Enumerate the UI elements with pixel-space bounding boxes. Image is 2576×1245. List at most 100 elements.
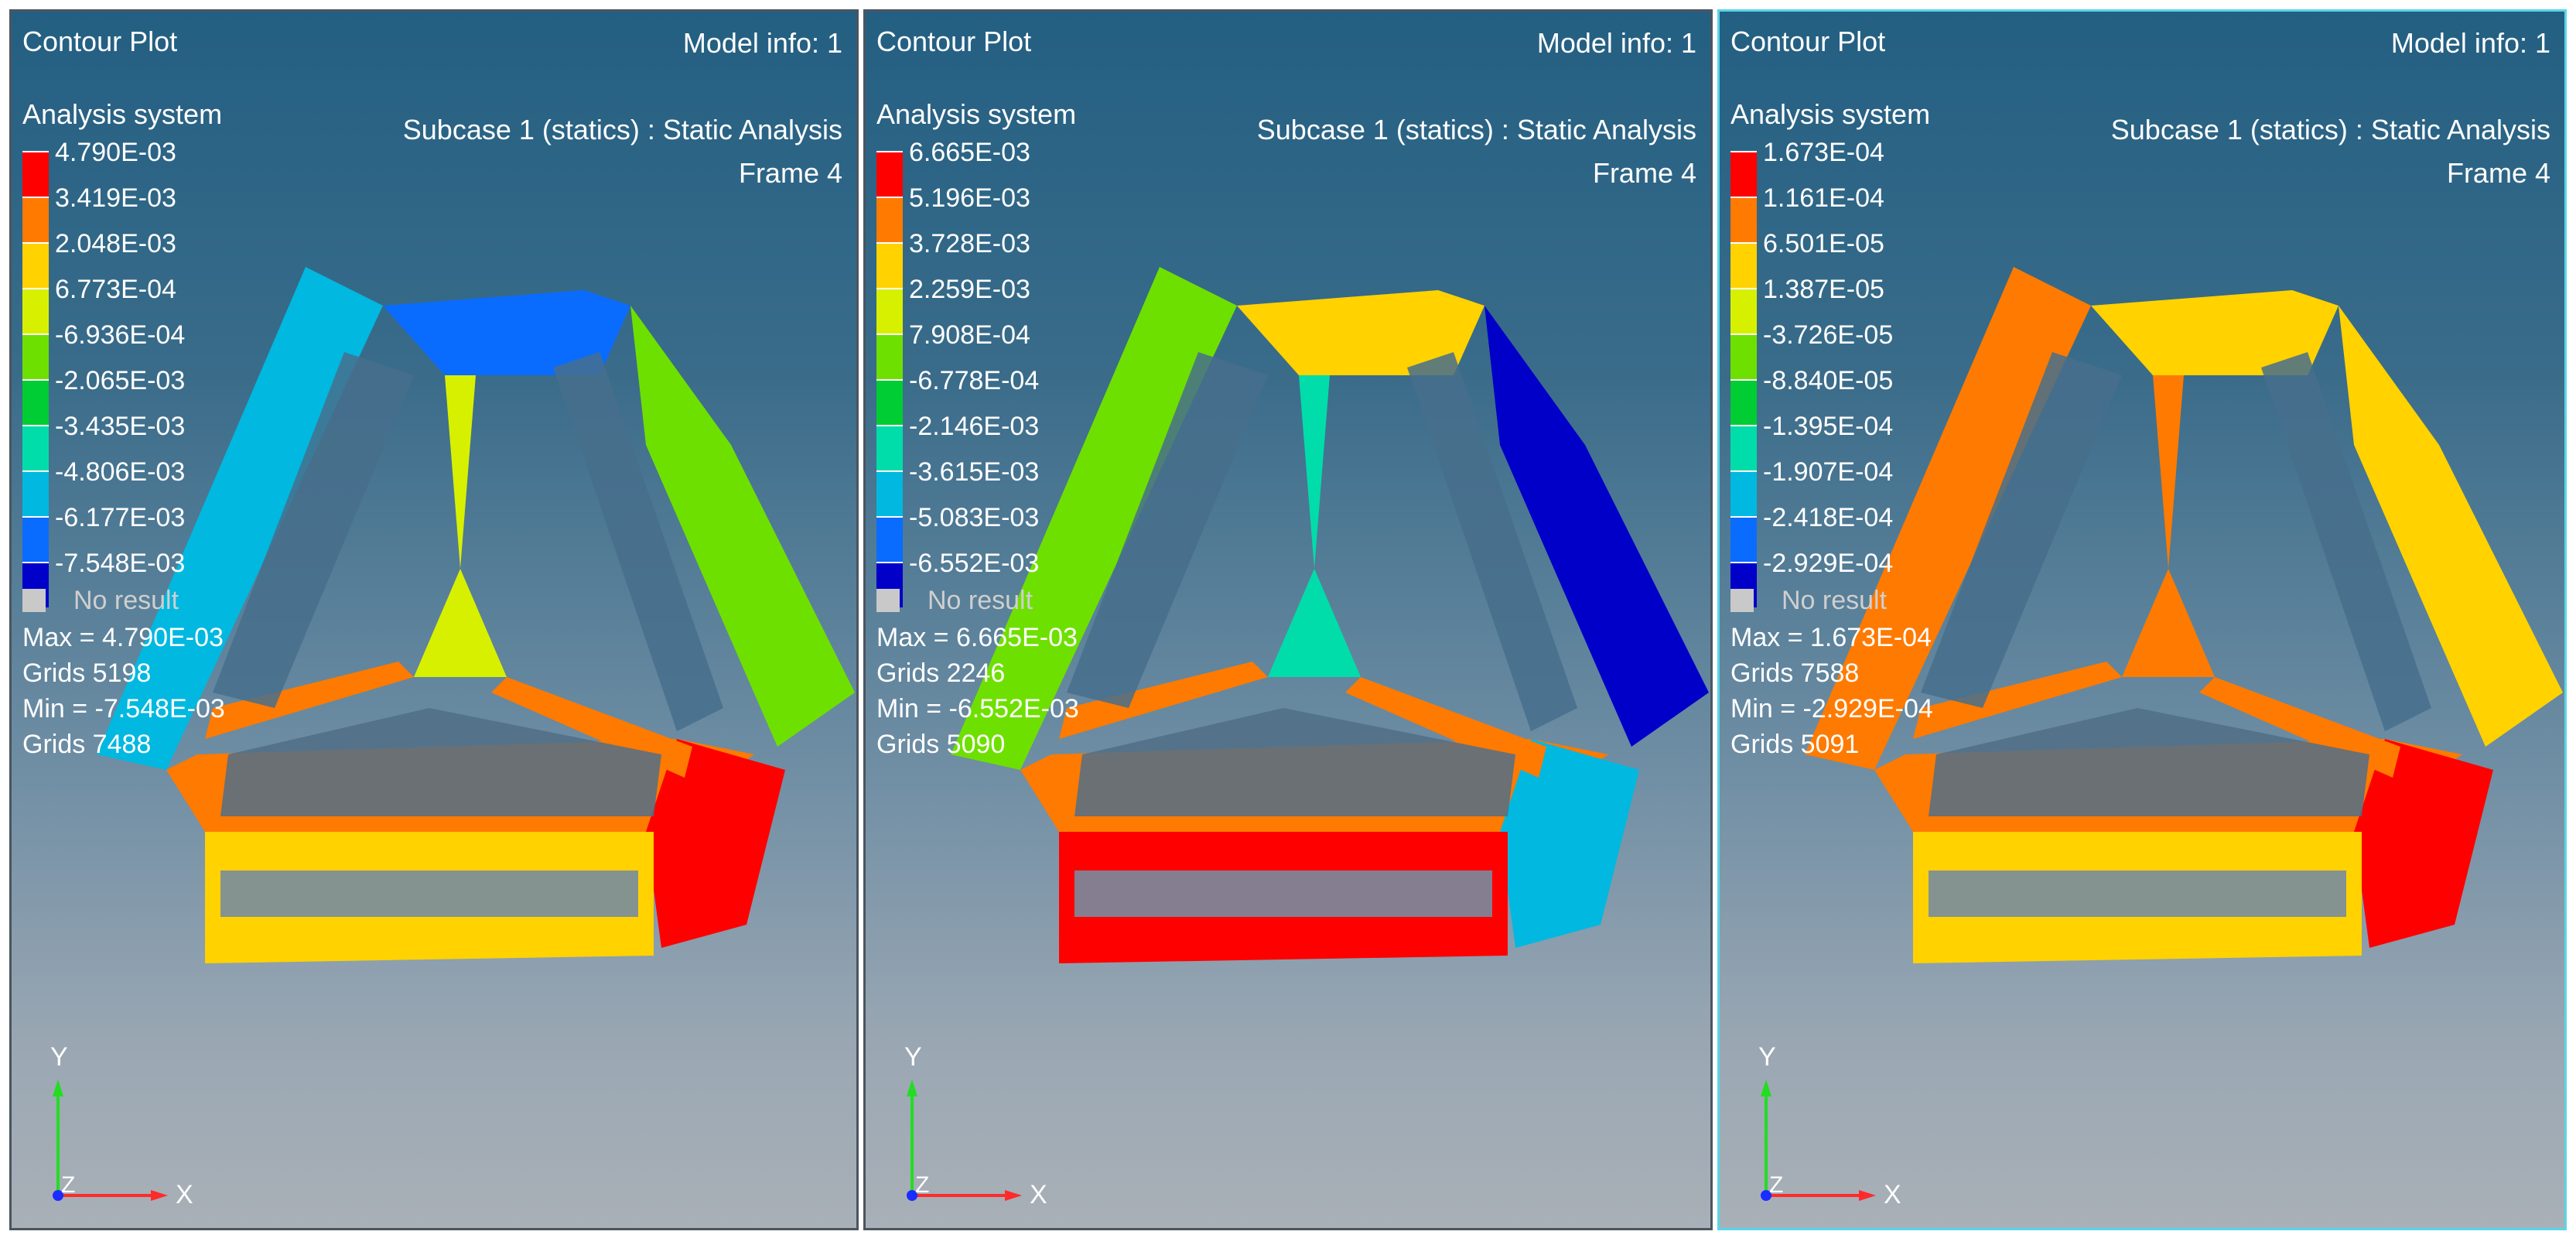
legend-swatch <box>1730 242 1757 288</box>
model-cutout-left <box>1067 352 1268 708</box>
legend-value: -6.552E-03 <box>909 549 1040 578</box>
coordinate-triad: Z Y X <box>881 1041 1051 1219</box>
model-region-4 <box>646 739 785 948</box>
no-result-label: No result <box>1782 586 1888 615</box>
contour-viewport-2[interactable]: Contour Plot Model info: 1 Subcase 1 (st… <box>863 9 1713 1230</box>
model-hub <box>1268 569 1361 677</box>
model-info: Model info: 1 <box>1536 27 1696 59</box>
y-axis-arrowhead <box>907 1079 917 1096</box>
x-axis-arrowhead <box>1005 1190 1022 1201</box>
subcase-label: Subcase 1 (statics) : Static Analysis <box>2110 114 2550 145</box>
model-region-0 <box>1805 267 2091 770</box>
triad-graphic: Z <box>907 1079 1022 1201</box>
legend-swatch <box>876 333 903 379</box>
legend-labels: 1.673E-04 1.161E-04 6.501E-05 1.387E-05 -3.7… <box>1763 139 1894 598</box>
contour-model-render[interactable] <box>1720 12 2567 1230</box>
legend-labels: 4.790E-03 3.419E-03 2.048E-03 6.773E-04 -6.9… <box>55 138 186 598</box>
legend-value: 7.908E-04 <box>909 320 1030 350</box>
model-cutout-right <box>2261 352 2431 731</box>
model-cutout-bottom <box>1929 708 2369 816</box>
model-region-2 <box>630 306 855 747</box>
legend-swatch <box>876 425 903 470</box>
legend-swatch <box>22 242 49 288</box>
model-region-6 <box>1074 870 1492 917</box>
model-spoke-left <box>205 662 414 739</box>
y-axis-label: Y <box>1758 1042 1776 1072</box>
legend-value: 6.665E-03 <box>909 138 1030 167</box>
legend-swatch <box>22 197 49 242</box>
x-axis-arrowhead <box>151 1190 168 1201</box>
model-hub <box>414 569 507 677</box>
contour-model-render[interactable] <box>866 12 1713 1230</box>
x-axis-label: X <box>1884 1180 1901 1209</box>
no-result-swatch <box>876 589 900 612</box>
x-axis-arrowhead <box>1859 1190 1876 1201</box>
legend-swatch <box>22 470 49 516</box>
min-grids: Grids 7488 <box>22 730 152 759</box>
model-region-4 <box>1500 739 1639 948</box>
model-cutout-right <box>553 352 723 731</box>
model-region-1 <box>383 290 630 375</box>
legend-value: 4.790E-03 <box>55 138 176 167</box>
legend-value: -2.929E-04 <box>1763 549 1894 578</box>
min-value: Min = -2.929E-04 <box>1730 694 1933 723</box>
legend-value: -1.907E-04 <box>1763 457 1894 487</box>
model-cutout-left <box>1921 352 2122 708</box>
legend-value: -5.083E-03 <box>909 503 1040 532</box>
max-grids: Grids 2246 <box>876 658 1006 688</box>
legend-value: -4.806E-03 <box>55 457 186 487</box>
model-region-2 <box>1484 306 1709 747</box>
model-cutout-bottom <box>1074 708 1515 816</box>
legend-color-bar <box>1730 151 1757 607</box>
model-hub <box>2122 569 2215 677</box>
subcase-label: Subcase 1 (statics) : Static Analysis <box>402 114 842 145</box>
legend-value: -2.418E-04 <box>1763 503 1894 532</box>
y-axis-arrowhead <box>1761 1079 1771 1096</box>
contour-viewport-1[interactable]: Contour Plot Model info: 1 Subcase 1 (st… <box>9 9 859 1230</box>
legend-swatch <box>1730 197 1757 242</box>
legend-swatch <box>1730 425 1757 470</box>
max-value: Max = 4.790E-03 <box>22 623 224 652</box>
legend-swatch <box>1730 470 1757 516</box>
viewport-title: Contour Plot <box>22 26 178 57</box>
legend-value: 2.048E-03 <box>55 229 176 258</box>
legend-swatch <box>1730 516 1757 562</box>
coordinate-triad: Z Y X <box>1735 1041 1905 1219</box>
legend-value: 3.419E-03 <box>55 183 176 213</box>
viewport-title: Contour Plot <box>1730 26 1886 57</box>
subcase-label: Subcase 1 (statics) : Static Analysis <box>1256 114 1696 145</box>
model-spoke-left <box>1059 662 1268 739</box>
legend-value: -8.840E-05 <box>1763 366 1894 395</box>
model-region-0 <box>97 267 383 770</box>
legend-swatch <box>1730 379 1757 425</box>
model-spoke-top <box>2153 375 2184 569</box>
legend-value: -3.435E-03 <box>55 412 186 441</box>
min-grids: Grids 5091 <box>1730 730 1860 759</box>
legend-labels: 6.665E-03 5.196E-03 3.728E-03 2.259E-03 7.90… <box>909 138 1040 598</box>
legend-value: -6.177E-03 <box>55 503 186 532</box>
model-cutout-left <box>213 352 414 708</box>
legend-value: -6.936E-04 <box>55 320 186 350</box>
model-region-6 <box>220 870 638 917</box>
legend-value: 5.196E-03 <box>909 183 1030 213</box>
model-region-4 <box>2354 739 2493 948</box>
model-spoke-top <box>1299 375 1330 569</box>
z-axis-label: Z <box>61 1172 75 1198</box>
max-grids: Grids 7588 <box>1730 658 1860 688</box>
coordinate-triad: Z Y X <box>27 1041 197 1219</box>
no-result-swatch <box>1730 589 1754 612</box>
contour-model-render[interactable] <box>12 12 859 1230</box>
viewport-title: Contour Plot <box>876 26 1032 57</box>
contour-viewport-3[interactable]: Contour Plot Model info: 1 Subcase 1 (st… <box>1717 9 2567 1230</box>
model-cutout-right <box>1407 352 1577 731</box>
legend-value: -7.548E-03 <box>55 549 186 578</box>
max-value: Max = 1.673E-04 <box>1730 623 1932 652</box>
z-axis-dot <box>907 1190 917 1201</box>
y-axis-label: Y <box>904 1042 922 1072</box>
legend-value: -2.065E-03 <box>55 366 186 395</box>
no-result-label: No result <box>73 586 179 615</box>
legend-swatch <box>22 151 49 197</box>
no-result-swatch <box>22 589 46 612</box>
legend-swatch <box>876 379 903 425</box>
legend-swatch <box>1730 333 1757 379</box>
